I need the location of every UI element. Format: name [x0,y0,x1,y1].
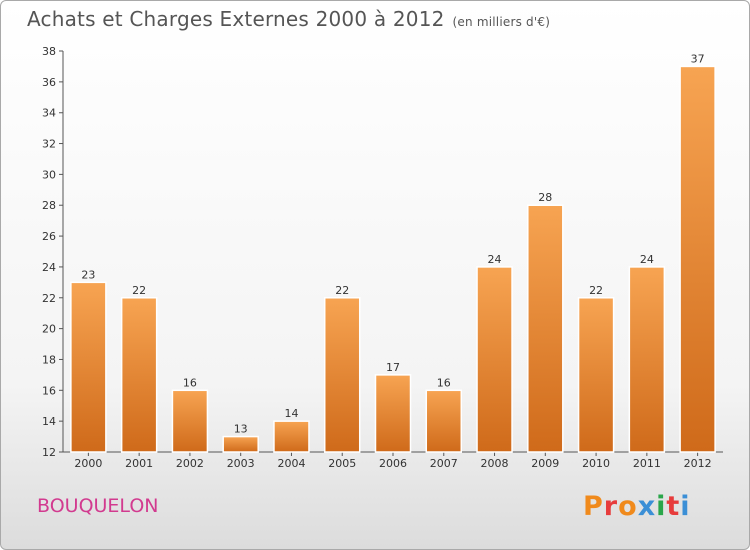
logo-letter: o [618,491,638,522]
logo-letter: t [666,491,681,522]
logo-text: Proxiti [583,491,691,522]
chart-unit: (en milliers d'€) [452,15,551,29]
y-tick-label: 22 [42,292,56,305]
bar-value-label: 16 [437,376,451,389]
y-tick-label: 38 [42,45,56,58]
x-tick-label: 2008 [481,457,509,470]
bar [273,420,310,453]
bar [577,297,615,453]
y-tick-label: 26 [42,230,56,243]
commune-name: BOUQUELON [37,495,159,517]
y-tick-label: 34 [42,107,56,120]
bar [628,266,666,453]
bar [222,435,259,453]
bar [323,297,361,453]
y-tick-label: 30 [42,168,56,181]
bar-value-label: 24 [488,253,502,266]
bar [476,266,513,453]
y-tick-label: 32 [42,138,56,151]
x-tick-label: 2001 [125,457,153,470]
y-tick-label: 16 [42,384,56,397]
x-tick-label: 2004 [277,457,305,470]
y-tick-label: 24 [42,261,56,274]
bar [527,204,564,453]
logo-letter: P [583,491,604,522]
bar-value-label: 14 [284,407,298,420]
x-tick-label: 2007 [430,457,458,470]
bar-value-label: 24 [640,253,654,266]
x-tick-label: 2011 [633,457,661,470]
bar-value-label: 22 [589,284,603,297]
x-tick-label: 2002 [176,457,204,470]
bar-value-label: 23 [81,268,95,281]
bar [374,374,412,453]
bar [425,389,463,453]
y-tick-label: 28 [42,199,56,212]
y-tick-label: 12 [42,446,56,459]
bar-value-label: 17 [386,361,400,374]
x-tick-label: 2006 [379,457,407,470]
logo-letter: i [680,491,691,522]
chart-title: Achats et Charges Externes 2000 à 2012 (e… [27,7,550,31]
bar [70,281,107,453]
y-tick-label: 36 [42,76,56,89]
bars [70,65,716,453]
y-tick-label: 18 [42,353,56,366]
logo-letter: i [656,491,667,522]
bar [171,389,209,453]
bar-value-label: 16 [183,376,197,389]
x-tick-label: 2005 [328,457,356,470]
x-tick-label: 2003 [227,457,255,470]
y-tick-label: 20 [42,323,56,336]
logo-letter: x [637,491,657,522]
bar-value-label: 37 [691,52,705,65]
bar-value-label: 13 [234,423,248,436]
x-tick-label: 2009 [531,457,559,470]
bar-value-label: 22 [335,284,349,297]
bar [120,297,158,453]
bar [679,65,716,453]
axes: 12 14 16 18 20 22 24 26 28 30 32 34 36 38 2000 2001 2002… [42,45,723,470]
x-tick-label: 2012 [684,457,712,470]
bar-value-label: 22 [132,284,146,297]
bar-value-label: 28 [538,191,552,204]
data-labels: 23 22 16 13 14 22 17 16 24 28 22 24 37 [81,52,704,435]
x-tick-label: 2000 [74,457,102,470]
proxiti-logo: Proxiti [583,491,691,522]
logo-letter: r [603,491,619,522]
x-tick-label: 2010 [582,457,610,470]
y-tick-label: 14 [42,415,56,428]
chart-title-text: Achats et Charges Externes 2000 à 2012 [27,7,445,31]
